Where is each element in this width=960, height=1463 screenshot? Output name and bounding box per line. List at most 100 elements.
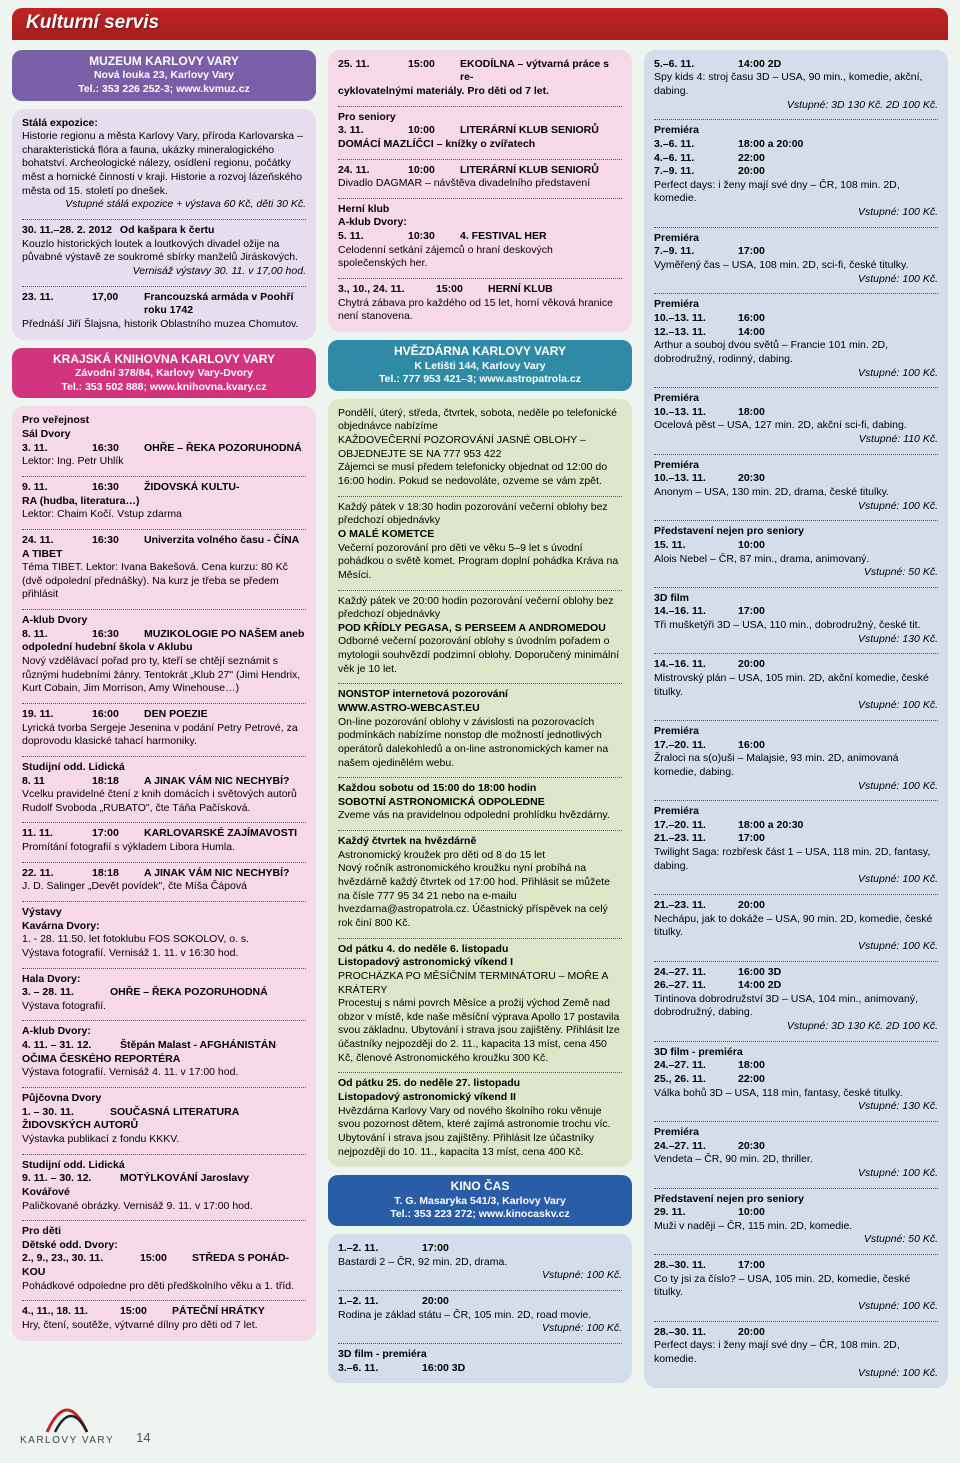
- text: A TIBET: [22, 548, 306, 562]
- text: Listopadový astronomický víkend II: [338, 1091, 622, 1105]
- section-header: Kulturní servis: [12, 8, 948, 40]
- text: Dětské odd. Dvory:: [22, 1239, 306, 1253]
- time: 20:00: [738, 1326, 938, 1340]
- date: 7.–9. 11.: [654, 165, 732, 179]
- date: 17.–20. 11.: [654, 739, 732, 753]
- divider: [22, 816, 306, 823]
- text: Žraloci na s(o)uši – Malajsie, 93 min. 2…: [654, 752, 938, 779]
- text: Přednáší Jiří Šlajsna, historik Oblastní…: [22, 318, 306, 332]
- knihovna-tel: Tel.: 353 502 888; www.knihovna.kvary.cz: [18, 381, 310, 395]
- time: 17:00: [738, 1259, 938, 1273]
- time: 16:00 3D: [422, 1362, 622, 1376]
- footer: KARLOVY VARY 14: [12, 1408, 948, 1447]
- text: Večerní pozorování pro děti ve věku 5–9 …: [338, 542, 622, 583]
- text: Premiéra: [654, 805, 938, 819]
- date: 25., 26. 11.: [654, 1073, 732, 1087]
- price: Vstupné: 100 Kč.: [654, 780, 938, 794]
- time: 15:00: [140, 1252, 184, 1266]
- price: Vstupné: 100 Kč.: [654, 699, 938, 713]
- time: 10:30: [408, 230, 452, 244]
- text: Ocelová pěst – USA, 127 min. 2D, akční s…: [654, 419, 938, 433]
- text: Představení nejen pro seniory: [654, 1193, 938, 1207]
- time: 22:00: [738, 1073, 938, 1087]
- text: PROCHÁZKA PO MĚSÍČNÍM TERMINÁTORU – MOŘE…: [338, 970, 622, 997]
- divider: [654, 381, 938, 388]
- divider: [654, 1035, 938, 1042]
- time: 15:00: [408, 58, 452, 85]
- date: 10.–13. 11.: [654, 406, 732, 420]
- kino-tel: Tel.: 353 223 272; www.kinocaskv.cz: [334, 1208, 626, 1222]
- date: 5.–6. 11.: [654, 58, 732, 72]
- date: 28.–30. 11.: [654, 1259, 732, 1273]
- text: Perfect days: i ženy mají své dny – ČR, …: [654, 179, 938, 206]
- hvezdarna-body: Pondělí, úterý, středa, čtvrtek, sobota,…: [328, 399, 632, 1167]
- time: 20:30: [738, 472, 938, 486]
- text: Výstava fotografií.: [22, 1000, 306, 1014]
- time: 16:30: [92, 628, 136, 642]
- hvezdarna-header: HVĚZDÁRNA KARLOVY VARY K Letišti 144, Ka…: [328, 340, 632, 391]
- date: 22. 11.: [22, 867, 84, 881]
- text: Divadlo DAGMAR – návštěva divadelního př…: [338, 177, 622, 191]
- title: Univerzita volného času - ČÍNA: [144, 534, 306, 548]
- text: Bastardi 2 – ČR, 92 min. 2D, drama.: [338, 1256, 622, 1270]
- text: NONSTOP internetová pozorování: [338, 688, 622, 702]
- logo-icon: [37, 1408, 97, 1434]
- text: Pro seniory: [338, 111, 622, 125]
- text: Listopadový astronomický víkend I: [338, 956, 622, 970]
- column-1: MUZEUM KARLOVY VARY Nová louka 23, Karlo…: [12, 50, 316, 1389]
- time: 17,00: [92, 291, 136, 318]
- kino-body-continued: 5.–6. 11.14:00 2D Spy kids 4: stroj času…: [644, 50, 948, 1389]
- divider: [338, 584, 622, 591]
- title: Štěpán Malast - AFGHÁNISTÁN: [120, 1039, 306, 1053]
- date: 12.–13. 11.: [654, 326, 732, 340]
- text: Premiéra: [654, 298, 938, 312]
- price: Vstupné: 130 Kč.: [654, 1100, 938, 1114]
- footer-logo: KARLOVY VARY: [20, 1408, 114, 1447]
- time: 16:00: [92, 708, 136, 722]
- page-root: Kulturní servis MUZEUM KARLOVY VARY Nová…: [0, 0, 960, 1463]
- price: Vstupné: 100 Kč.: [338, 1269, 622, 1283]
- text: Kouzlo historických loutek a loutkových …: [22, 238, 306, 265]
- text: KAŽDOVEČERNÍ POZOROVÁNÍ JASNÉ OBLOHY – O…: [338, 434, 622, 461]
- time: 20:00: [738, 899, 938, 913]
- price: Vstupné: 100 Kč.: [654, 1167, 938, 1181]
- text: Pondělí, úterý, středa, čtvrtek, sobota,…: [338, 407, 622, 434]
- muzeum-addr: Nová louka 23, Karlovy Vary: [18, 69, 310, 83]
- text: Studijní odd. Lidická: [22, 761, 306, 775]
- text: Herní klub: [338, 203, 622, 217]
- title: MOTÝLKOVÁNÍ Jaroslavy: [120, 1172, 306, 1186]
- date: 3., 10., 24. 11.: [338, 283, 428, 297]
- text: Rodina je základ státu – ČR, 105 min. 2D…: [338, 1309, 622, 1323]
- text: Zveme vás na pravidelnou odpolední prohl…: [338, 809, 622, 823]
- text: Kavárna Dvory:: [22, 920, 306, 934]
- muzeum-tel: Tel.: 353 226 252-3; www.kvmuz.cz: [18, 83, 310, 97]
- text: Vcelku pravidelné čtení z knih domácích …: [22, 788, 306, 802]
- divider: [654, 514, 938, 521]
- text: Premiéra: [654, 1126, 938, 1140]
- divider: [654, 1182, 938, 1189]
- time: 18:18: [92, 775, 136, 789]
- date: 24. 11.: [22, 534, 84, 548]
- time: 17:00: [422, 1242, 622, 1256]
- date: 8. 11: [22, 775, 84, 789]
- text: Výstava fotografií. Vernisáž 4. 11. v 17…: [22, 1066, 306, 1080]
- text: Pohádkové odpoledne pro děti předškolníh…: [22, 1280, 306, 1294]
- divider: [654, 581, 938, 588]
- time: 16:00 3D: [738, 966, 938, 980]
- date: 4., 11., 18. 11.: [22, 1305, 112, 1319]
- divider: [22, 697, 306, 704]
- time: 16:00: [738, 312, 938, 326]
- text: DOMÁCÍ MAZLÍČCI – knížky o zvířatech: [338, 138, 622, 152]
- date: 3. 11.: [22, 442, 84, 456]
- date: 14.–16. 11.: [654, 605, 732, 619]
- divider: [654, 1248, 938, 1255]
- date: 23. 11.: [22, 291, 84, 318]
- text: Mistrovský plán – USA, 105 min. 2D, akčn…: [654, 672, 938, 699]
- col2-top: 25. 11.15:00EKODÍLNA – výtvarná práce s …: [328, 50, 632, 332]
- divider: [654, 221, 938, 228]
- divider: [338, 1284, 622, 1291]
- text: Nechápu, jak to dokáže – USA, 90 min. 2D…: [654, 913, 938, 940]
- text: A-klub Dvory: [22, 614, 306, 628]
- text: Premiéra: [654, 459, 938, 473]
- divider: [22, 1294, 306, 1301]
